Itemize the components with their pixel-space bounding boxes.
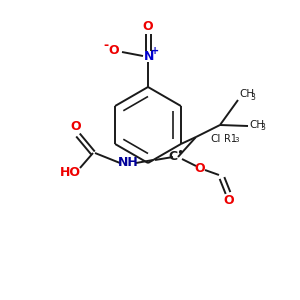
Text: R1: R1 xyxy=(224,134,237,144)
Text: O: O xyxy=(195,161,205,175)
Text: 3: 3 xyxy=(260,124,265,133)
Text: C: C xyxy=(168,151,178,164)
Text: Cl: Cl xyxy=(211,134,221,144)
Text: 3: 3 xyxy=(250,94,255,103)
Text: O: O xyxy=(143,20,153,32)
Text: N: N xyxy=(144,50,154,62)
Text: O: O xyxy=(71,121,81,134)
Text: 3: 3 xyxy=(234,137,238,143)
Text: +: + xyxy=(151,46,159,56)
Text: •: • xyxy=(176,148,184,160)
Text: O: O xyxy=(109,44,119,58)
Text: O: O xyxy=(224,194,234,206)
Text: CH: CH xyxy=(249,120,264,130)
Text: NH: NH xyxy=(118,157,138,169)
Text: HO: HO xyxy=(59,166,80,178)
Text: -: - xyxy=(103,40,109,52)
Text: CH: CH xyxy=(239,89,254,99)
